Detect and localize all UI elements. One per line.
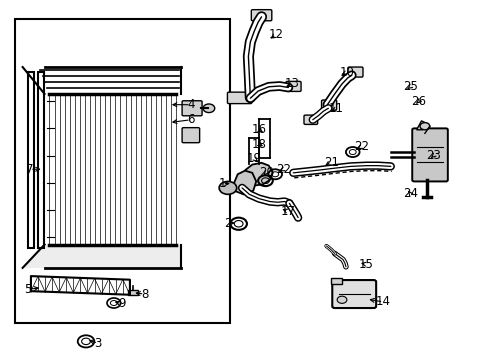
- Polygon shape: [22, 244, 181, 268]
- Text: 22: 22: [353, 140, 368, 153]
- Text: 7: 7: [26, 163, 34, 176]
- FancyBboxPatch shape: [251, 10, 271, 21]
- Text: 4: 4: [187, 98, 194, 111]
- Text: 18: 18: [251, 138, 266, 150]
- Text: 14: 14: [375, 296, 390, 309]
- Circle shape: [419, 123, 429, 130]
- Text: 21: 21: [323, 156, 338, 168]
- Text: 2: 2: [224, 216, 231, 230]
- Bar: [330, 278, 341, 284]
- Circle shape: [203, 104, 214, 113]
- Text: 13: 13: [285, 77, 299, 90]
- FancyBboxPatch shape: [321, 100, 336, 110]
- Polygon shape: [241, 163, 272, 186]
- Circle shape: [219, 181, 236, 194]
- Bar: [38, 72, 43, 248]
- Bar: [128, 290, 138, 295]
- Text: 9: 9: [118, 297, 125, 310]
- Text: 25: 25: [402, 80, 417, 93]
- Text: 23: 23: [426, 149, 440, 162]
- Text: 1: 1: [218, 177, 226, 190]
- Polygon shape: [232, 171, 256, 194]
- FancyBboxPatch shape: [182, 101, 202, 116]
- Text: 19: 19: [246, 152, 261, 165]
- FancyBboxPatch shape: [331, 280, 375, 308]
- Text: 16: 16: [251, 123, 266, 136]
- FancyBboxPatch shape: [182, 128, 199, 143]
- Text: 11: 11: [328, 103, 343, 116]
- FancyBboxPatch shape: [304, 115, 317, 125]
- FancyBboxPatch shape: [411, 129, 447, 181]
- Text: 20: 20: [259, 166, 273, 179]
- Text: 17: 17: [280, 205, 295, 218]
- Text: 8: 8: [141, 288, 148, 301]
- Text: 3: 3: [94, 337, 102, 350]
- FancyBboxPatch shape: [285, 81, 301, 91]
- Text: 12: 12: [268, 28, 283, 41]
- FancyBboxPatch shape: [347, 67, 362, 77]
- Circle shape: [336, 296, 346, 303]
- Text: 15: 15: [358, 258, 373, 271]
- Bar: [15, 19, 229, 323]
- Text: 22: 22: [275, 163, 290, 176]
- Polygon shape: [416, 121, 426, 130]
- Text: 5: 5: [24, 283, 31, 296]
- FancyBboxPatch shape: [227, 92, 251, 104]
- Text: 24: 24: [402, 187, 417, 200]
- Text: 6: 6: [187, 113, 194, 126]
- Bar: [27, 72, 34, 248]
- Text: 10: 10: [339, 66, 354, 79]
- Text: 26: 26: [411, 95, 426, 108]
